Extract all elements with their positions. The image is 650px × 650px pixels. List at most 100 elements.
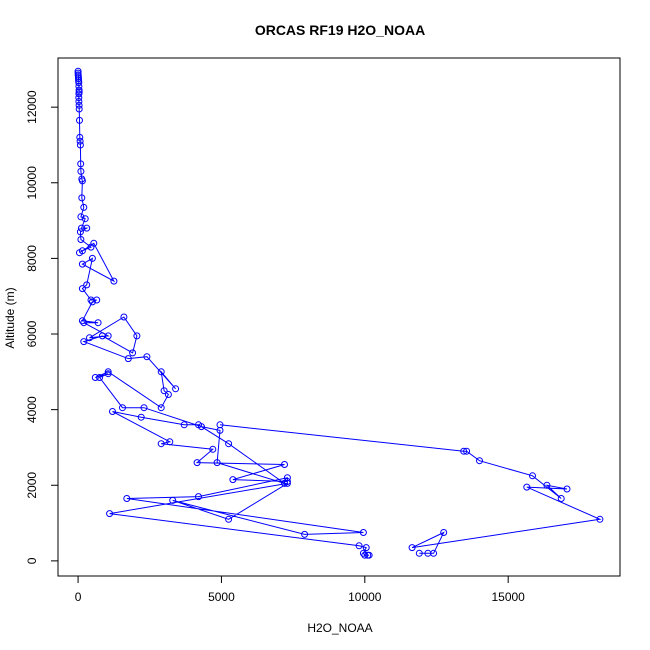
- data-point: [301, 530, 309, 538]
- data-point: [157, 440, 165, 448]
- data-point: [119, 404, 126, 412]
- data-point: [77, 213, 85, 221]
- data-point: [563, 485, 571, 493]
- chart-title: ORCAS RF19 H2O_NOAA: [255, 22, 425, 38]
- y-tick-label: 6000: [25, 320, 39, 347]
- data-point: [76, 133, 84, 141]
- x-tick-label: 5000: [208, 590, 235, 604]
- data-point: [75, 98, 83, 105]
- data-point: [80, 203, 88, 211]
- data-point: [78, 260, 86, 268]
- data-point: [143, 353, 151, 361]
- data-point: [408, 544, 416, 552]
- y-axis-label: Altitude (m): [3, 287, 17, 348]
- data-point: [359, 529, 367, 536]
- data-point: [81, 215, 89, 223]
- data-point: [229, 476, 237, 484]
- y-tick-label: 0: [25, 557, 39, 564]
- data-point: [124, 355, 132, 363]
- y-tick-label: 10000: [25, 166, 39, 200]
- data-point: [78, 224, 85, 232]
- data-point: [76, 141, 84, 149]
- data-point: [172, 385, 180, 393]
- x-axis: 0 5000 10000 15000: [75, 575, 525, 604]
- data-point: [195, 421, 202, 429]
- data-point: [225, 440, 233, 448]
- data-point: [120, 313, 128, 321]
- data-point: [77, 236, 85, 243]
- y-axis: 0 2000 4000 6000 8000 10000 12000: [25, 90, 59, 564]
- data-point: [123, 495, 131, 502]
- data-point: [76, 228, 84, 236]
- data-point: [213, 459, 221, 467]
- data-point: [75, 79, 83, 87]
- data-point: [193, 459, 201, 467]
- data-point: [76, 137, 84, 145]
- data-point: [557, 495, 565, 502]
- data-point: [75, 90, 83, 98]
- data-point: [94, 319, 102, 327]
- data-point: [169, 496, 177, 504]
- data-point: [88, 298, 96, 306]
- data-point: [225, 515, 233, 523]
- data-point: [80, 319, 88, 327]
- data-point: [476, 457, 483, 465]
- data-point: [76, 116, 83, 124]
- data-point: [209, 445, 217, 453]
- data-point: [78, 317, 86, 325]
- data-point: [543, 481, 551, 489]
- data-point: [415, 549, 423, 557]
- data-point: [460, 447, 468, 455]
- data-point: [164, 391, 172, 398]
- data-point: [80, 338, 88, 346]
- data-point: [75, 105, 83, 113]
- y-tick-label: 8000: [25, 245, 39, 272]
- data-point: [98, 332, 106, 340]
- data-point: [104, 368, 112, 376]
- data-point: [83, 224, 91, 232]
- y-tick-label: 12000: [25, 90, 39, 124]
- data-point: [129, 349, 137, 357]
- data-point: [281, 461, 288, 468]
- data-point: [76, 249, 83, 257]
- data-point: [75, 101, 83, 109]
- data-point: [529, 472, 536, 480]
- data-point: [77, 167, 85, 175]
- series-line-1: [77, 71, 370, 556]
- data-point: [440, 529, 448, 536]
- data-point: [78, 177, 86, 185]
- data-point: [83, 281, 91, 289]
- data-point: [106, 510, 114, 518]
- data-point: [93, 296, 101, 304]
- data-point: [110, 277, 118, 285]
- data-point: [355, 542, 363, 550]
- x-tick-label: 0: [75, 590, 82, 604]
- data-point: [88, 254, 96, 262]
- x-tick-label: 15000: [491, 590, 525, 604]
- data-point: [109, 408, 116, 415]
- data-point: [216, 421, 224, 429]
- data-point: [86, 334, 93, 342]
- data-point: [91, 374, 99, 381]
- data-point: [166, 438, 174, 446]
- data-point: [140, 404, 148, 412]
- data-point: [96, 374, 104, 381]
- data-point: [157, 404, 165, 412]
- data-point: [78, 285, 86, 293]
- data-point: [78, 194, 86, 202]
- data-point: [283, 479, 291, 487]
- x-axis-label: H2O_NOAA: [307, 621, 372, 635]
- data-point: [160, 387, 168, 395]
- y-tick-label: 4000: [25, 396, 39, 423]
- data-point: [77, 160, 85, 168]
- data-point: [361, 551, 369, 559]
- data-point: [365, 551, 373, 559]
- data-point: [195, 493, 202, 501]
- data-point: [523, 483, 531, 491]
- data-point: [75, 94, 83, 102]
- data-point: [90, 239, 98, 247]
- data-point: [283, 478, 291, 485]
- data-point: [137, 413, 145, 421]
- data-point: [596, 515, 604, 523]
